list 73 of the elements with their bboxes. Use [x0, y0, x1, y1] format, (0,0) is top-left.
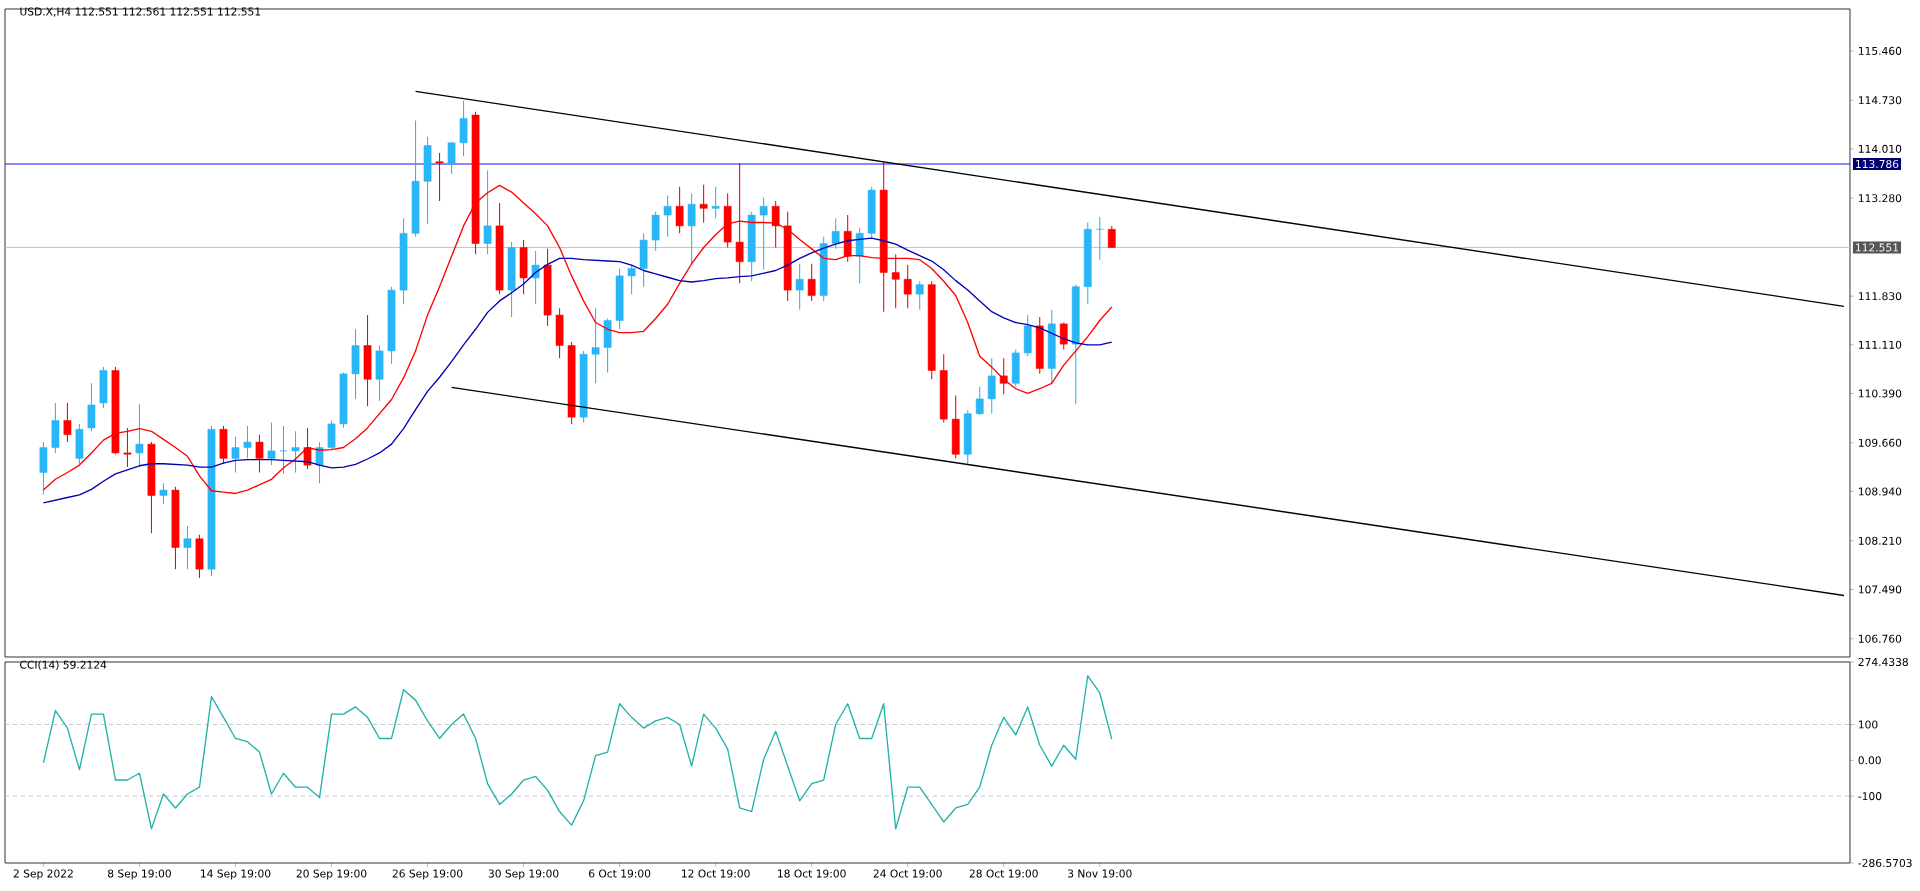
candlestick — [795, 263, 804, 311]
y-tick-label: 108.940 — [1858, 487, 1902, 496]
candlestick — [279, 425, 288, 475]
candlestick — [759, 196, 768, 270]
y-tick-label: 274.4338 — [1858, 657, 1908, 667]
x-tick-label: 28 Oct 19:00 — [969, 869, 1038, 878]
candlestick — [159, 482, 168, 505]
y-tick-label: 115.460 — [1858, 46, 1902, 55]
candlestick — [135, 403, 144, 468]
x-tick-label: 24 Oct 19:00 — [873, 869, 942, 878]
candlestick — [327, 419, 336, 451]
candlestick — [663, 194, 672, 238]
candlestick — [999, 357, 1008, 395]
candlestick — [891, 253, 900, 309]
x-tick-label: 6 Oct 19:00 — [588, 869, 651, 878]
candlestick — [243, 425, 252, 459]
ref-line-label: 113.786 — [1856, 159, 1899, 169]
y-tick-label: 111.110 — [1858, 340, 1902, 349]
chart-title: CCI(14) 59.2124 — [20, 660, 107, 670]
y-tick-label: 114.730 — [1858, 96, 1902, 105]
candlestick — [699, 184, 708, 224]
y-tick-label: 106.760 — [1858, 634, 1902, 643]
y-tick-label: -286.5703 — [1858, 858, 1912, 868]
candlestick — [687, 192, 696, 266]
candlestick — [711, 186, 720, 219]
candlestick — [915, 280, 924, 311]
y-tick-label: 111.830 — [1858, 292, 1902, 301]
chart-title: USD.X,H4 112.551 112.561 112.551 112.551 — [20, 7, 261, 17]
x-tick-label: 8 Sep 19:00 — [107, 869, 171, 880]
candlestick — [267, 421, 276, 466]
x-tick-label: 3 Nov 19:00 — [1068, 869, 1132, 878]
candlestick — [483, 169, 492, 255]
y-tick-label: -100 — [1858, 792, 1882, 801]
candlestick — [231, 436, 240, 474]
y-tick-label: 100 — [1858, 720, 1878, 729]
y-tick-label: 114.010 — [1858, 144, 1902, 153]
candlestick — [447, 141, 456, 175]
candlestick — [435, 152, 444, 202]
candlestick — [183, 525, 192, 570]
x-tick-label: 20 Sep 19:00 — [296, 869, 367, 880]
candlestick — [627, 264, 636, 295]
candlestick — [1107, 225, 1116, 249]
y-tick-label: 113.280 — [1858, 194, 1902, 203]
candlestick — [987, 357, 996, 415]
candlestick — [315, 441, 324, 484]
candlestick — [807, 263, 816, 302]
candlestick — [255, 434, 264, 474]
candlestick — [303, 427, 312, 470]
y-tick-label: 110.390 — [1858, 389, 1902, 398]
x-tick-label: 2 Sep 2022 — [13, 869, 73, 880]
candlestick — [87, 382, 96, 432]
candlestick — [903, 264, 912, 309]
x-tick-label: 12 Oct 19:00 — [682, 869, 750, 878]
candlestick — [855, 227, 864, 284]
y-tick-label: 108.210 — [1858, 536, 1902, 545]
candlestick — [831, 217, 840, 250]
candlestick — [291, 430, 300, 474]
x-tick-label: 30 Sep 19:00 — [488, 869, 559, 880]
y-tick-label: 0.00 — [1858, 756, 1881, 765]
x-tick-label: 26 Sep 19:00 — [392, 869, 463, 880]
x-tick-label: 18 Oct 19:00 — [778, 869, 846, 878]
x-tick-label: 14 Sep 19:00 — [201, 869, 271, 880]
candlestick — [591, 307, 600, 384]
candlestick — [531, 250, 540, 305]
ref-line-label: 112.551 — [1856, 243, 1899, 252]
candlestick — [675, 186, 684, 234]
candlestick — [123, 427, 132, 468]
y-tick-label: 107.490 — [1858, 585, 1902, 594]
candlestick — [975, 386, 984, 416]
line-series — [42, 675, 1113, 830]
y-tick-label: 109.660 — [1858, 438, 1902, 447]
candlestick — [63, 402, 72, 443]
candlestick — [771, 200, 780, 249]
